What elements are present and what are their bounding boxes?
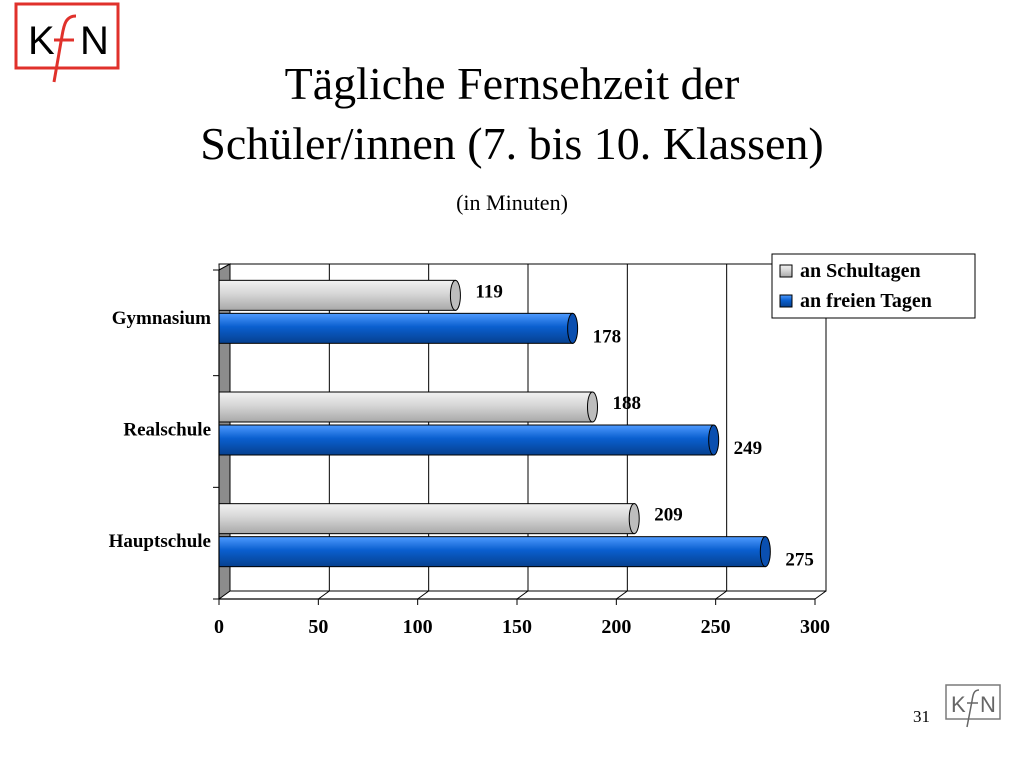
category-label: Hauptschule: [109, 531, 211, 552]
legend-label: an Schultagen: [800, 260, 921, 282]
x-tick-label: 300: [800, 616, 830, 638]
legend: an Schultagen an freien Tagen: [771, 253, 976, 319]
data-label: 209: [654, 505, 683, 526]
legend-swatch: [779, 294, 793, 308]
bar-cap: [586, 391, 598, 423]
legend-box: [771, 253, 976, 319]
gridline-floor: [516, 590, 529, 600]
category-label: Gymnasium: [112, 308, 211, 329]
gridline-floor: [318, 590, 330, 600]
legend-label: an freien Tagen: [800, 290, 932, 312]
legend-swatch: [779, 264, 793, 278]
data-label: 188: [612, 393, 641, 414]
x-tick-label: 0: [214, 616, 224, 638]
bar: [218, 424, 720, 456]
axes: 0 50 100 150 200 250 300 Gymnasium Realschule Hau…: [109, 269, 830, 638]
x-tick-label: 50: [308, 616, 328, 638]
slide-title: Tägliche Fernsehzeit der Schüler/innen (…: [0, 54, 1024, 174]
gridline-floor: [417, 590, 429, 600]
bar-body: [218, 536, 766, 568]
bar-body: [218, 312, 574, 344]
data-label: 178: [593, 326, 622, 347]
gridline-floor: [814, 590, 827, 600]
bar: [218, 312, 579, 344]
data-label: 249: [734, 438, 763, 459]
bar-cap: [759, 536, 771, 568]
slide-subtitle: (in Minuten): [456, 190, 568, 215]
bar: [218, 503, 640, 535]
bar-cap: [449, 279, 461, 311]
bar: [218, 536, 771, 568]
svg-text:N: N: [80, 19, 109, 63]
bar-body: [218, 503, 635, 535]
bar: [218, 279, 461, 311]
x-tick-label: 200: [601, 616, 631, 638]
bar-cap: [628, 503, 640, 535]
bar-cap: [567, 312, 579, 344]
bar-body: [218, 279, 456, 311]
gridline-floor: [616, 590, 628, 600]
data-label: 275: [785, 550, 814, 571]
bar: [218, 391, 598, 423]
bar-body: [218, 391, 593, 423]
title-line-1: Tägliche Fernsehzeit der: [284, 58, 740, 109]
data-label: 119: [475, 281, 502, 302]
title-line-2: Schüler/innen (7. bis 10. Klassen): [200, 118, 824, 169]
category-label: Realschule: [123, 420, 211, 441]
bars: 119 178 188 249 209 275: [218, 279, 814, 571]
kfn-small-logo-icon: K N: [945, 684, 1001, 728]
page-number: 31: [913, 707, 930, 726]
x-tick-label: 100: [403, 616, 433, 638]
kfn-logo-icon: K N: [14, 2, 120, 83]
x-tick-label: 150: [502, 616, 532, 638]
gridline-floor: [715, 590, 727, 600]
svg-text:N: N: [980, 692, 996, 717]
svg-text:K: K: [28, 19, 55, 63]
svg-text:K: K: [951, 692, 966, 717]
bar-cap: [708, 424, 720, 456]
bar-body: [218, 424, 715, 456]
x-tick-label: 250: [701, 616, 731, 638]
